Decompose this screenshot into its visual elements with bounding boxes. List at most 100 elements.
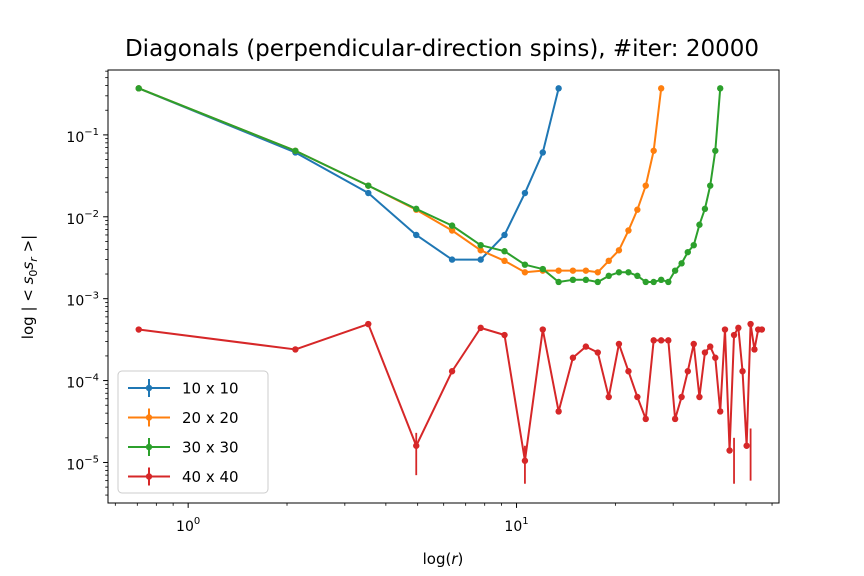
data-point <box>521 261 529 268</box>
data-point <box>477 241 484 249</box>
data-point <box>671 267 679 274</box>
y-axis-label: log | < s0sr >| <box>19 235 40 339</box>
data-point <box>690 340 697 348</box>
data-point <box>657 276 665 284</box>
data-point <box>665 278 672 286</box>
series-4 <box>135 320 766 484</box>
x-axis-label: log(r) <box>423 550 464 568</box>
data-point <box>712 354 719 361</box>
data-point <box>696 393 703 401</box>
data-point <box>642 278 649 286</box>
data-point <box>582 343 590 350</box>
data-point <box>582 267 590 274</box>
x-tick-label: 101 <box>504 516 528 535</box>
data-point <box>684 248 691 256</box>
data-point <box>707 182 714 189</box>
data-point <box>605 393 612 401</box>
data-point <box>594 349 601 356</box>
svg-text:log(r): log(r) <box>423 550 464 568</box>
data-point <box>615 269 623 276</box>
data-point <box>701 349 709 356</box>
data-point <box>684 368 691 375</box>
y-label-close: >| <box>19 235 37 257</box>
data-point <box>365 189 372 197</box>
x-label-var: r <box>451 550 458 568</box>
y-label-s0: s <box>19 276 37 284</box>
data-point <box>448 227 456 234</box>
data-point <box>696 221 703 228</box>
legend-label: 40 x 40 <box>182 468 239 486</box>
data-point <box>657 85 665 92</box>
data-point <box>721 326 729 333</box>
data-point <box>642 415 649 423</box>
data-point <box>135 85 142 92</box>
data-point <box>690 241 697 249</box>
data-point <box>521 269 529 276</box>
legend-swatch-marker <box>145 384 153 392</box>
data-point <box>615 247 623 254</box>
data-point <box>448 256 456 263</box>
data-point <box>665 337 672 344</box>
data-point <box>650 278 657 286</box>
data-point <box>730 331 738 339</box>
data-point <box>413 205 420 213</box>
series-line <box>138 87 722 283</box>
legend-item: 20 x 20 <box>128 408 239 427</box>
legend-label: 30 x 30 <box>182 439 239 457</box>
data-point <box>605 272 612 280</box>
data-point <box>701 205 709 213</box>
legend-swatch-marker <box>145 473 153 480</box>
y-tick-label: 10−4 <box>66 373 99 392</box>
data-point <box>625 269 632 276</box>
data-point <box>477 256 484 263</box>
data-point <box>555 85 562 92</box>
data-point <box>650 147 657 154</box>
data-point <box>365 320 372 328</box>
y-axis-ticks: 10−5 10−4 10−3 10−2 10−1 <box>66 70 108 496</box>
data-point <box>605 257 612 265</box>
data-point <box>717 85 724 92</box>
data-point <box>569 354 577 361</box>
x-label-prefix: log( <box>423 550 452 568</box>
series-line <box>138 87 663 274</box>
y-label-subr: r <box>27 256 40 262</box>
series-3 <box>135 85 724 286</box>
data-point <box>634 393 641 401</box>
data-point <box>292 346 299 353</box>
legend-label: 20 x 20 <box>182 409 239 427</box>
y-tick-label: 10−5 <box>66 454 99 473</box>
data-point <box>747 320 754 328</box>
data-point <box>135 326 142 333</box>
x-tick-label: 100 <box>176 516 200 535</box>
data-point <box>717 408 724 415</box>
series-line <box>138 323 762 462</box>
data-point <box>501 331 508 339</box>
legend-box <box>117 370 269 494</box>
data-point <box>625 368 632 375</box>
data-point <box>292 147 299 154</box>
data-point <box>539 149 546 156</box>
data-point <box>539 326 546 333</box>
plot-frame <box>107 69 780 504</box>
data-point <box>448 368 456 375</box>
y-tick-label: 10−3 <box>66 291 99 310</box>
x-label-suffix: ) <box>458 550 464 568</box>
legend-swatch-marker <box>145 443 153 451</box>
data-point <box>751 346 758 353</box>
data-point <box>555 278 562 286</box>
data-point <box>634 272 641 280</box>
legend-label: 10 x 10 <box>182 380 239 398</box>
data-point <box>521 457 529 464</box>
data-point <box>678 260 685 267</box>
data-point <box>678 393 685 401</box>
data-point <box>582 276 590 284</box>
data-point <box>501 257 508 265</box>
data-point <box>539 265 546 273</box>
data-point <box>555 408 562 415</box>
data-point <box>739 368 746 375</box>
data-point <box>413 231 420 239</box>
data-point <box>758 326 766 333</box>
data-point <box>477 247 484 254</box>
data-point <box>657 337 665 344</box>
